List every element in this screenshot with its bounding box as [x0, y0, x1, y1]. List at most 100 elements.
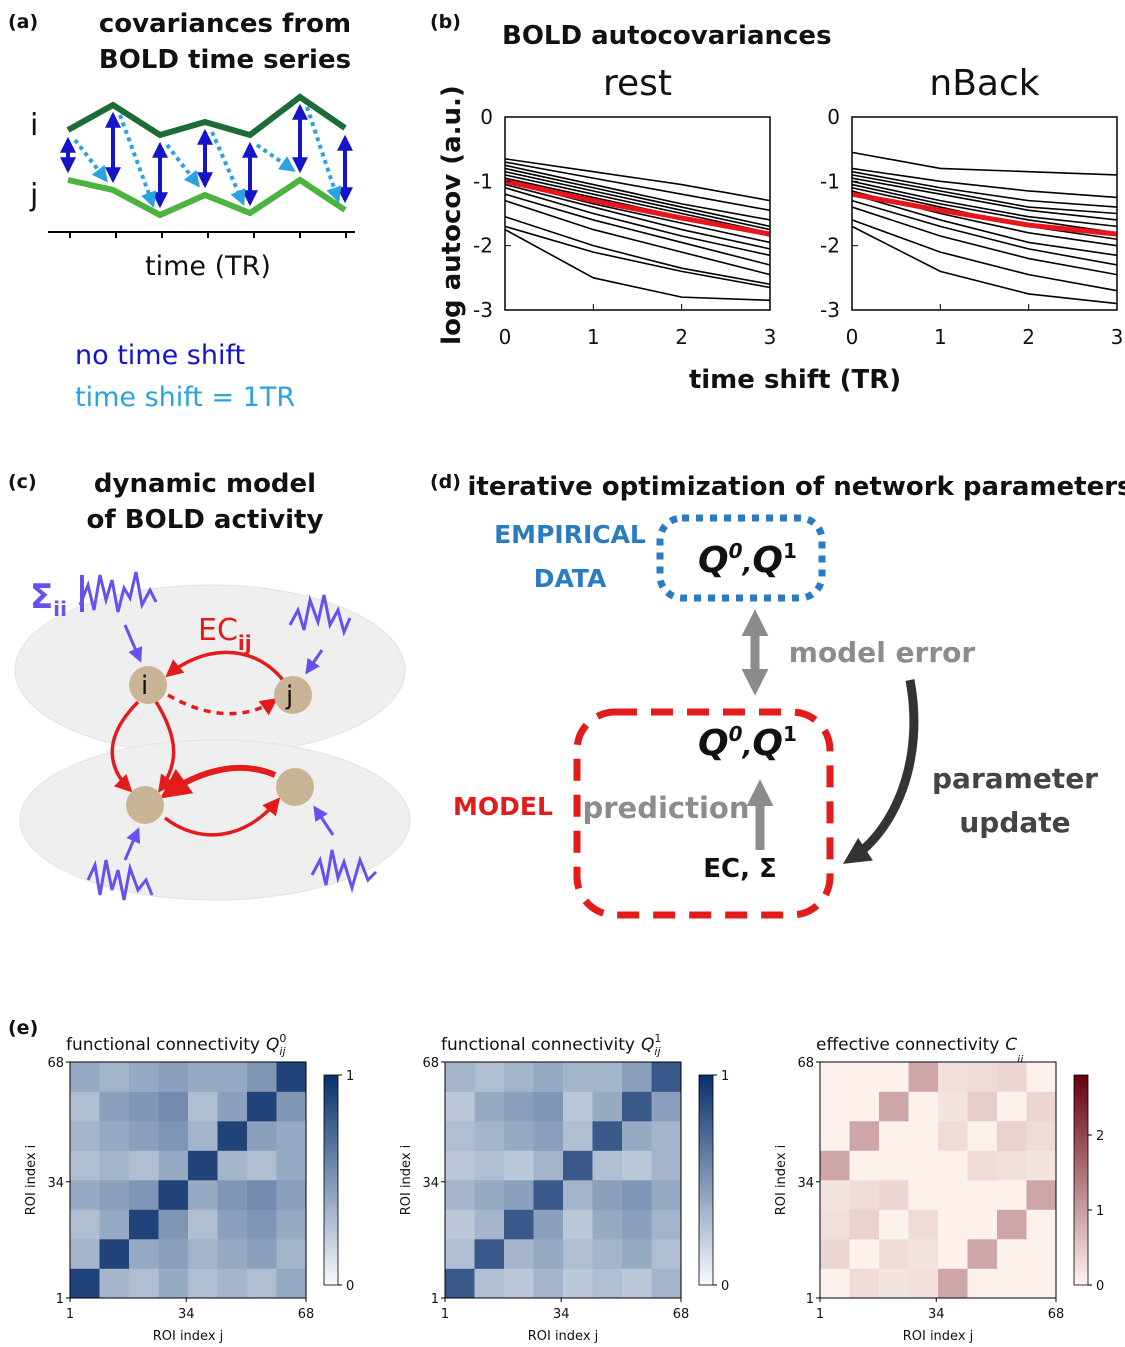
- heatmap-cell: [652, 1092, 682, 1122]
- heatmap-cell: [909, 1210, 939, 1240]
- heatmap-cell: [909, 1269, 939, 1299]
- heatmap-cell: [879, 1121, 909, 1151]
- y-tick-label: -3: [473, 298, 493, 322]
- chart-title-part: effective connectivity: [816, 1035, 999, 1055]
- chart-title-part: C: [1005, 1035, 1017, 1055]
- heatmap-cell: [1027, 1210, 1057, 1240]
- heatmap-cell: [1027, 1121, 1057, 1151]
- brain-diagram: [126, 786, 164, 824]
- panel-label: (e): [8, 1017, 38, 1039]
- chart-title-part: ij: [279, 1045, 286, 1058]
- heatmap-cell: [997, 1092, 1027, 1122]
- heatmap-cell: [879, 1062, 909, 1092]
- heatmap-cell: [563, 1151, 593, 1181]
- heatmap-cell: [850, 1239, 880, 1269]
- heatmap-cell: [820, 1239, 850, 1269]
- heatmap-cell: [129, 1180, 159, 1210]
- heatmap-cell: [622, 1180, 652, 1210]
- chart-title-part: 0: [279, 1032, 286, 1045]
- heatmap-cell: [652, 1269, 682, 1299]
- colorbar-tick-label: 1: [1096, 1204, 1104, 1219]
- prediction-label: prediction: [583, 791, 750, 825]
- heatmap-cell: [159, 1180, 189, 1210]
- heatmap-cell: [593, 1092, 623, 1122]
- heatmap-cell: [129, 1121, 159, 1151]
- series-line: [852, 194, 1117, 234]
- axis-label: ROI index i: [774, 1145, 789, 1216]
- x-tick-label: 1: [934, 325, 947, 349]
- heatmap-cell: [475, 1092, 505, 1122]
- heatmap-cell: [188, 1092, 218, 1122]
- heatmap-cell: [820, 1121, 850, 1151]
- heatmap-cell: [968, 1062, 998, 1092]
- x-tick-label: 1: [66, 1307, 74, 1322]
- y-tick-label: 1: [56, 1292, 64, 1307]
- brain-diagram: [15, 585, 405, 755]
- y-tick-label: -2: [473, 234, 493, 258]
- y-tick-label: 1: [806, 1292, 814, 1307]
- heatmap-cell: [218, 1151, 248, 1181]
- heatmap-cell: [277, 1210, 307, 1240]
- heatmap-cell: [188, 1180, 218, 1210]
- heatmap-cell: [277, 1151, 307, 1181]
- chart-title-part: functional connectivity: [441, 1035, 635, 1055]
- series-line: [505, 172, 770, 230]
- panel-title: BOLD autocovariances: [502, 21, 832, 51]
- heatmap-cell: [445, 1151, 475, 1181]
- y-tick-label: 0: [480, 105, 493, 129]
- heatmap-cell: [879, 1180, 909, 1210]
- heatmap-cell: [445, 1210, 475, 1240]
- box-label: MODEL: [453, 792, 553, 821]
- heatmap-cell: [563, 1239, 593, 1269]
- heatmap-cell: [504, 1062, 534, 1092]
- heatmap-cell: [850, 1269, 880, 1299]
- y-tick-label: 34: [797, 1176, 814, 1191]
- heatmap-cell: [247, 1121, 277, 1151]
- heatmap-cell: [968, 1151, 998, 1181]
- heatmap-cell: [188, 1239, 218, 1269]
- chart-title-part: Q: [266, 1035, 279, 1055]
- heatmap-cell: [70, 1151, 100, 1181]
- axis-label: ROI index j: [903, 1329, 974, 1344]
- heatmap-cell: [968, 1269, 998, 1299]
- y-tick-label: -1: [473, 169, 493, 193]
- heatmap-cell: [563, 1062, 593, 1092]
- heatmap-cell: [563, 1092, 593, 1122]
- heatmap-cell: [247, 1092, 277, 1122]
- y-tick-label: 68: [422, 1056, 439, 1071]
- heatmap-cell: [850, 1121, 880, 1151]
- heatmap-cell: [277, 1239, 307, 1269]
- heatmap-cell: [997, 1151, 1027, 1181]
- panel-label: (d): [430, 471, 461, 493]
- heatmap-cell: [504, 1269, 534, 1299]
- heatmap-cell: [938, 1151, 968, 1181]
- heatmap-cell: [70, 1121, 100, 1151]
- heatmap-cell: [938, 1092, 968, 1122]
- chart-title: functional connectivityQ1ij: [441, 1032, 661, 1058]
- heatmap-cell: [622, 1092, 652, 1122]
- x-tick-label: 34: [178, 1307, 195, 1322]
- chart-title: rest: [603, 63, 672, 104]
- q-terms: Q0,Q1: [698, 722, 797, 764]
- heatmap-cell: [997, 1121, 1027, 1151]
- colorbar-tick-label: 0: [721, 1279, 729, 1294]
- panel-label: (a): [8, 11, 38, 33]
- heatmap-cell: [70, 1239, 100, 1269]
- diagram-shapes: [852, 680, 914, 858]
- heatmap-cell: [277, 1092, 307, 1122]
- axis-label: ROI index i: [399, 1145, 414, 1216]
- heatmap-cell: [445, 1092, 475, 1122]
- heatmap-cell: [1027, 1180, 1057, 1210]
- node-label: i: [30, 108, 38, 143]
- colorbar-tick-label: 2: [1096, 1129, 1104, 1144]
- axis-label: time shift (TR): [689, 365, 901, 395]
- heatmap-cell: [938, 1239, 968, 1269]
- heatmap-cell: [909, 1180, 939, 1210]
- chart-title: nBack: [929, 63, 1039, 104]
- chart-title-part: 1: [654, 1032, 661, 1045]
- heatmap-cell: [909, 1062, 939, 1092]
- heatmap-cell: [1027, 1151, 1057, 1181]
- y-tick-label: -1: [820, 169, 840, 193]
- heatmap-cell: [70, 1180, 100, 1210]
- heatmap-cell: [1027, 1239, 1057, 1269]
